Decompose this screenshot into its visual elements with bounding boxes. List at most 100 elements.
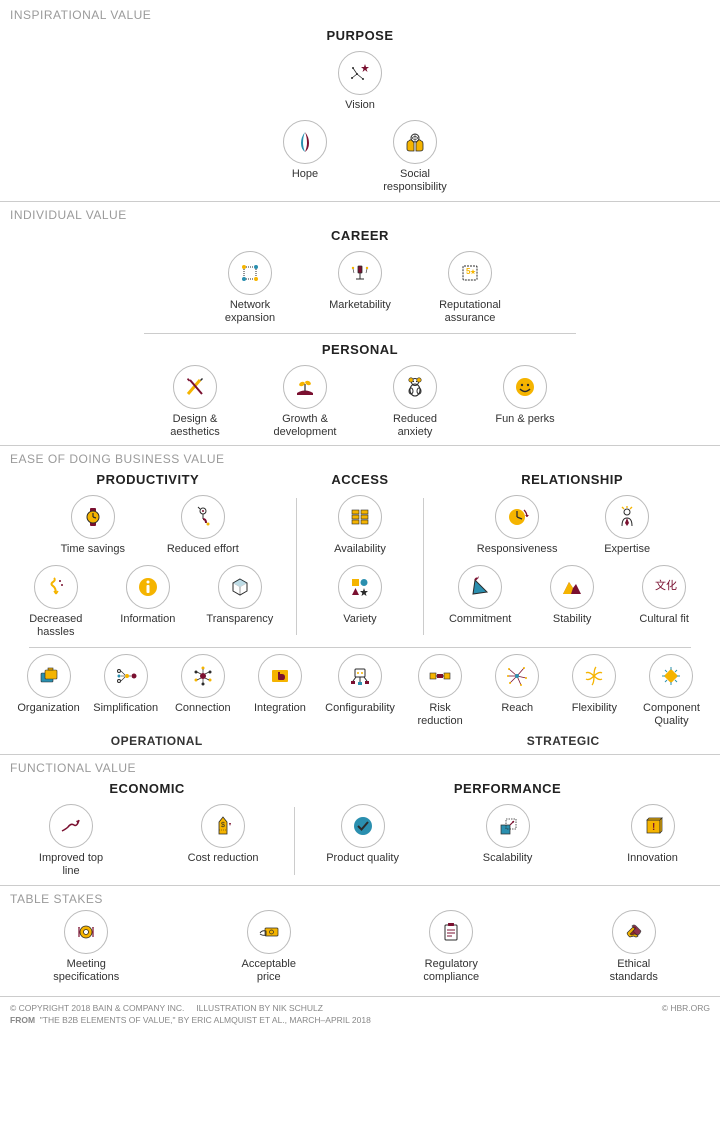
- cost-reduction-icon: $: [201, 804, 245, 848]
- hope-icon: [283, 120, 327, 164]
- cell-variety: Variety: [320, 565, 400, 626]
- label-innovation: Innovation: [627, 852, 678, 865]
- time-savings-icon: [71, 495, 115, 539]
- cell-hope: Hope: [265, 120, 345, 181]
- label-component-quality: Component Quality: [637, 702, 706, 728]
- ease-bottom-headers: OPERATIONAL STRATEGIC: [0, 734, 720, 754]
- cell-innovation: ! Innovation: [613, 804, 693, 865]
- reduced-anxiety-icon: [393, 365, 437, 409]
- component-quality-icon: [649, 654, 693, 698]
- label-fun-perks: Fun & perks: [495, 413, 554, 426]
- cell-social-responsibility: Social responsibility: [375, 120, 455, 194]
- footer-site: © HBR.ORG: [662, 1003, 710, 1027]
- label-social-responsibility: Social responsibility: [375, 168, 455, 194]
- col-productivity: PRODUCTIVITY Time savings Reduced effort…: [0, 468, 296, 645]
- flexibility-icon: [572, 654, 616, 698]
- label-design-aesthetics: Design & aesthetics: [155, 413, 235, 439]
- cell-reputational-assurance: 5 Reputational assurance: [430, 251, 510, 325]
- regulatory-compliance-icon: [429, 910, 473, 954]
- innovation-icon: !: [631, 804, 675, 848]
- label-ethical-standards: Ethical standards: [594, 958, 674, 984]
- row-personal: Design & aesthetics Growth & development…: [0, 363, 720, 445]
- functional-cols: ECONOMIC Improved top line $ Cost reduct…: [0, 777, 720, 884]
- subheader-operational: OPERATIONAL: [10, 734, 304, 748]
- label-reach: Reach: [501, 702, 533, 715]
- label-meeting-specifications: Meeting specifications: [46, 958, 126, 984]
- cell-network-expansion: Network expansion: [210, 251, 290, 325]
- availability-icon: [338, 495, 382, 539]
- label-configurability: Configurability: [325, 702, 395, 715]
- organization-icon: [27, 654, 71, 698]
- cell-time-savings: Time savings: [53, 495, 133, 556]
- label-hope: Hope: [292, 168, 318, 181]
- expertise-icon: [605, 495, 649, 539]
- integration-icon: [258, 654, 302, 698]
- label-organization: Organization: [17, 702, 79, 715]
- label-growth-development: Growth & development: [265, 413, 345, 439]
- cell-configurability: Configurability: [323, 654, 398, 715]
- cell-scalability: Scalability: [468, 804, 548, 865]
- product-quality-icon: [341, 804, 385, 848]
- col-economic: ECONOMIC Improved top line $ Cost reduct…: [0, 777, 294, 884]
- acceptable-price-icon: [247, 910, 291, 954]
- row-access-1: Availability: [297, 493, 424, 562]
- section-header-individual: INDIVIDUAL VALUE: [0, 201, 720, 224]
- col-performance: PERFORMANCE Product quality Scalability …: [295, 777, 720, 884]
- cell-simplification: Simplification: [91, 654, 160, 715]
- cell-acceptable-price: Acceptable price: [229, 910, 309, 984]
- cell-meeting-specifications: Meeting specifications: [46, 910, 126, 984]
- cell-availability: Availability: [320, 495, 400, 556]
- label-time-savings: Time savings: [61, 543, 125, 556]
- reach-icon: [495, 654, 539, 698]
- ethical-standards-icon: [612, 910, 656, 954]
- information-icon: [126, 565, 170, 609]
- reputational-assurance-icon: 5: [448, 251, 492, 295]
- svg-text:5: 5: [466, 267, 471, 276]
- meeting-specifications-icon: [64, 910, 108, 954]
- cell-vision: Vision: [320, 51, 400, 112]
- cell-improved-top-line: Improved top line: [31, 804, 111, 878]
- cell-connection: Connection: [168, 654, 237, 715]
- marketability-icon: [338, 251, 382, 295]
- divider: [144, 333, 576, 334]
- scalability-icon: [486, 804, 530, 848]
- col-relationship: RELATIONSHIP Responsiveness Expertise Co…: [424, 468, 720, 645]
- label-regulatory-compliance: Regulatory compliance: [411, 958, 491, 984]
- cell-growth-development: Growth & development: [265, 365, 345, 439]
- label-stability: Stability: [553, 613, 592, 626]
- label-integration: Integration: [254, 702, 306, 715]
- label-responsiveness: Responsiveness: [477, 543, 558, 556]
- footer-from-text: "THE B2B ELEMENTS OF VALUE," BY ERIC ALM…: [40, 1015, 371, 1025]
- ease-columns: PRODUCTIVITY Time savings Reduced effort…: [0, 468, 720, 645]
- stability-icon: [550, 565, 594, 609]
- reduced-effort-icon: [181, 495, 225, 539]
- row-ease-bottom: Organization Simplification Connection I…: [0, 652, 720, 734]
- variety-icon: [338, 565, 382, 609]
- label-decreased-hassles: Decreased hassles: [16, 613, 96, 639]
- cell-responsiveness: Responsiveness: [477, 495, 557, 556]
- footer-left: © COPYRIGHT 2018 BAIN & COMPANY INC. ILL…: [10, 1003, 371, 1027]
- cell-transparency: Transparency: [200, 565, 280, 626]
- cultural-fit-icon: 文化: [642, 565, 686, 609]
- divider: [29, 647, 691, 648]
- network-expansion-icon: [228, 251, 272, 295]
- label-vision: Vision: [345, 99, 375, 112]
- row-performance: Product quality Scalability ! Innovation: [295, 802, 720, 871]
- configurability-icon: [338, 654, 382, 698]
- cell-ethical-standards: Ethical standards: [594, 910, 674, 984]
- connection-icon: [181, 654, 225, 698]
- label-reduced-anxiety: Reduced anxiety: [375, 413, 455, 439]
- improved-top-line-icon: [49, 804, 93, 848]
- cell-marketability: Marketability: [320, 251, 400, 312]
- svg-text:文化: 文化: [655, 578, 677, 592]
- label-risk-reduction: Risk reduction: [406, 702, 475, 728]
- label-marketability: Marketability: [329, 299, 391, 312]
- subheader-career: CAREER: [0, 224, 720, 249]
- label-cost-reduction: Cost reduction: [188, 852, 259, 865]
- subheader-performance: PERFORMANCE: [295, 777, 720, 802]
- label-variety: Variety: [343, 613, 376, 626]
- cell-stability: Stability: [532, 565, 612, 626]
- footer: © COPYRIGHT 2018 BAIN & COMPANY INC. ILL…: [0, 996, 720, 1037]
- cell-reduced-anxiety: Reduced anxiety: [375, 365, 455, 439]
- responsiveness-icon: [495, 495, 539, 539]
